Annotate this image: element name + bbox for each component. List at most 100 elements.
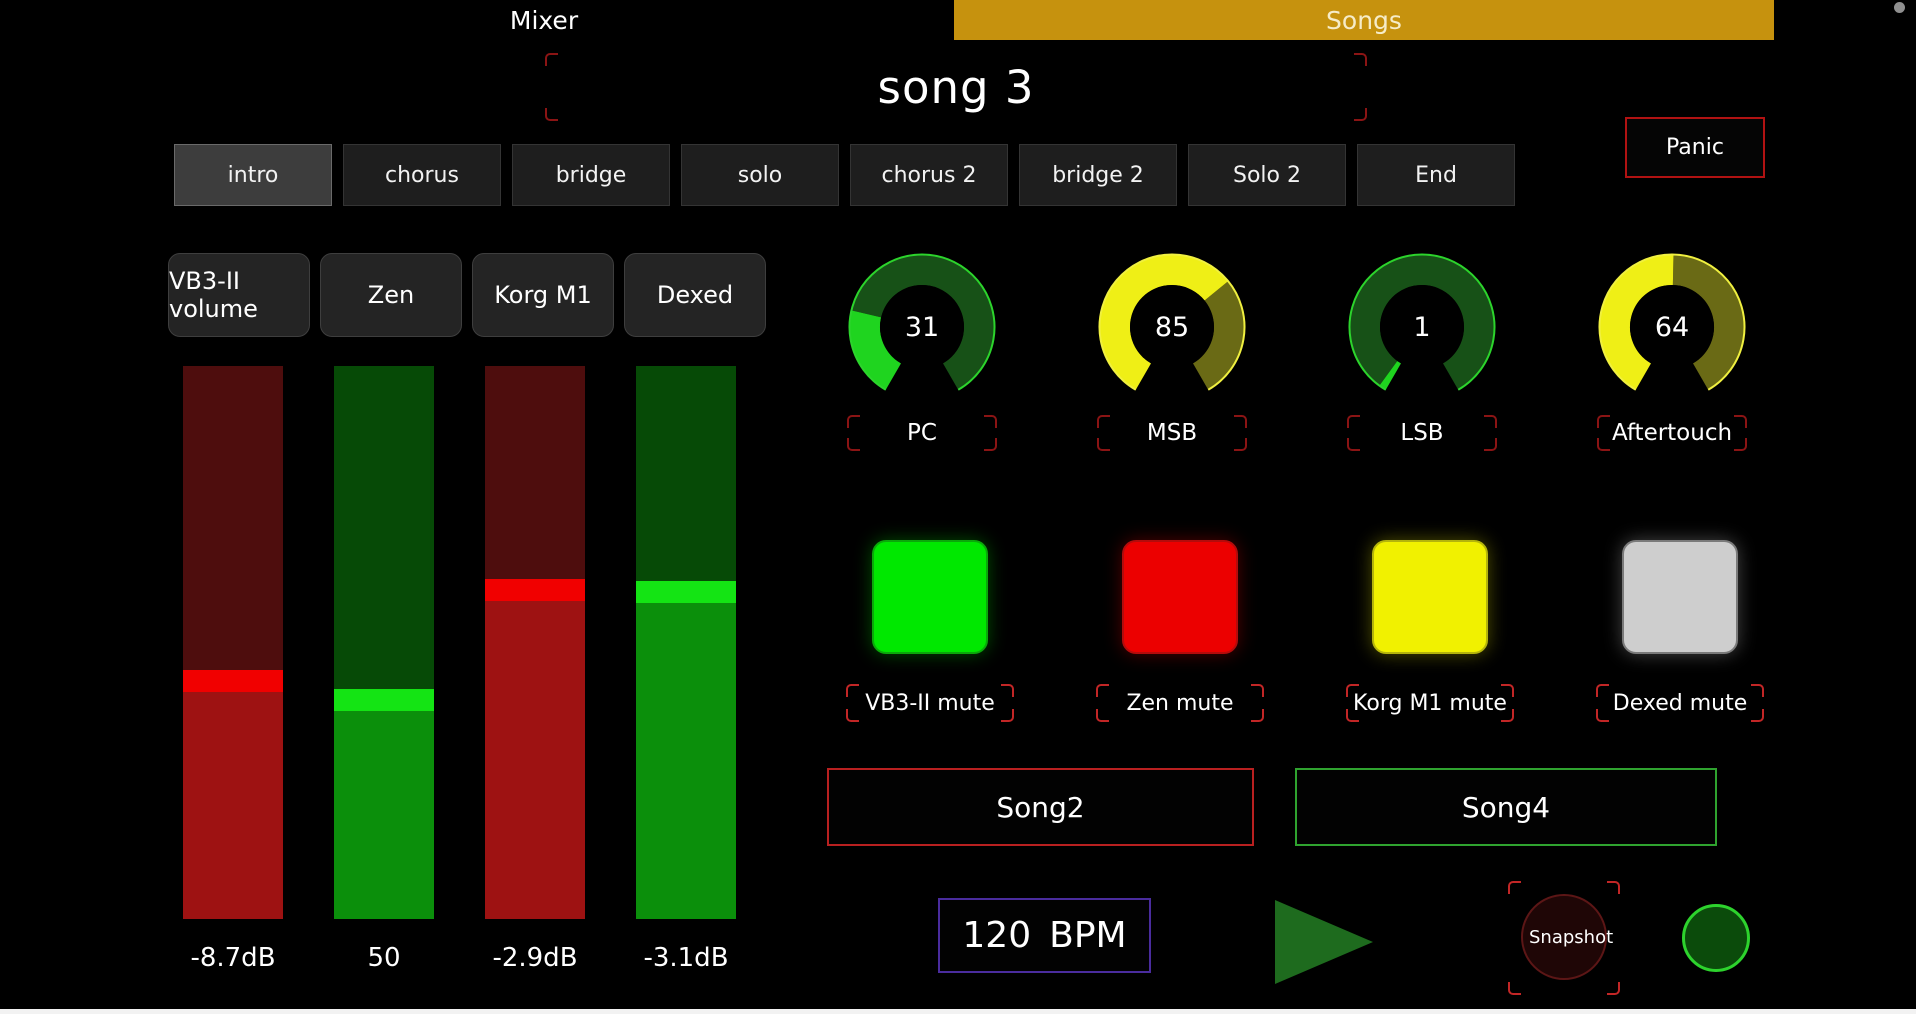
fader-lower-segment [183,692,283,919]
fader-upper-segment [485,366,585,579]
tab-songs[interactable]: Songs [954,0,1774,40]
tr-corner-marker-icon [1751,684,1764,697]
knob-label-pc: PC [847,415,997,451]
panic-button[interactable]: Panic [1625,117,1765,178]
br-corner-marker-icon [1354,108,1367,121]
knob-dial-aftertouch[interactable]: 64 [1597,252,1747,402]
mute-button-dexed-mute[interactable] [1622,540,1738,654]
bpm-value: 120 [962,915,1032,956]
tl-corner-marker-icon [1096,684,1109,697]
bl-corner-marker-icon [1097,438,1110,451]
br-corner-marker-icon [1484,438,1497,451]
section-button-bridge[interactable]: bridge [512,144,670,206]
section-button-chorus-2[interactable]: chorus 2 [850,144,1008,206]
instrument-button-zen[interactable]: Zen [320,253,462,337]
snapshot-container: Snapshot [1508,881,1620,995]
fader-dexed-volume: -3.1dB [636,366,736,973]
instrument-button-vb3-ii-volume[interactable]: VB3-II volume [168,253,310,337]
br-corner-marker-icon [1001,709,1014,722]
knob-label-text: MSB [1146,420,1198,446]
fader-handle[interactable] [183,670,283,693]
song-next-button[interactable]: Song4 [1295,768,1717,846]
section-button-solo-2[interactable]: Solo 2 [1188,144,1346,206]
song-prev-button[interactable]: Song2 [827,768,1254,846]
section-button-intro[interactable]: intro [174,144,332,206]
fader-lower-segment [334,710,434,919]
bpm-display[interactable]: 120 BPM [938,898,1151,973]
knob-dial-msb[interactable]: 85 [1097,252,1247,402]
mute-vb3-ii-mute: VB3-II mute [846,540,1014,722]
fader-vb3-ii-volume: -8.7dB [183,366,283,973]
fader-upper-segment [636,366,736,582]
green-circle-button[interactable] [1682,904,1750,972]
bpm-unit: BPM [1049,915,1127,956]
bl-corner-marker-icon [1597,438,1610,451]
fader-lower-segment [636,603,736,919]
song-section-row: intro chorus bridge solo chorus 2 bridge 2 Sol… [174,144,1515,206]
play-button[interactable] [1275,900,1373,984]
tr-corner-marker-icon [1251,684,1264,697]
song-title-container: song 3 [545,53,1367,121]
tr-corner-marker-icon [1234,415,1247,428]
knob-label-lsb: LSB [1347,415,1497,451]
knob-dial-lsb[interactable]: 1 [1347,252,1497,402]
tl-corner-marker-icon [846,684,859,697]
tr-corner-marker-icon [1734,415,1747,428]
br-corner-marker-icon [984,438,997,451]
bl-corner-marker-icon [846,709,859,722]
mute-dexed-mute: Dexed mute [1596,540,1764,722]
tr-corner-marker-icon [1607,881,1620,894]
fader-track-dexed-volume[interactable] [636,366,736,919]
fader-handle[interactable] [334,688,434,711]
mute-button-zen-mute[interactable] [1122,540,1238,654]
section-button-bridge-2[interactable]: bridge 2 [1019,144,1177,206]
mute-button-vb3-ii-mute[interactable] [872,540,988,654]
fader-lower-segment [485,600,585,919]
br-corner-marker-icon [1751,709,1764,722]
tl-corner-marker-icon [847,415,860,428]
instrument-button-dexed[interactable]: Dexed [624,253,766,337]
br-corner-marker-icon [1234,438,1247,451]
knob-label-msb: MSB [1097,415,1247,451]
bottom-strip [0,1009,1916,1014]
mute-label-text: VB3-II mute [865,690,995,716]
tab-mixer[interactable]: Mixer [509,5,579,35]
br-corner-marker-icon [1607,982,1620,995]
mute-button-korg-m1-mute[interactable] [1372,540,1488,654]
tl-corner-marker-icon [1596,684,1609,697]
knob-label-text: LSB [1400,420,1444,446]
song-title: song 3 [877,60,1035,114]
knob-dial-pc[interactable]: 31 [847,252,997,402]
bl-corner-marker-icon [1096,709,1109,722]
fader-track-korg-m1-volume[interactable] [485,366,585,919]
section-button-end[interactable]: End [1357,144,1515,206]
mute-label-zen-mute: Zen mute [1096,684,1264,722]
fader-value-label: -2.9dB [492,943,578,973]
tl-corner-marker-icon [1597,415,1610,428]
knob-msb: 85 MSB [1097,252,1247,451]
fader-zen-volume: 50 [334,366,434,973]
snapshot-button[interactable]: Snapshot [1521,894,1613,980]
fader-korg-m1-volume: -2.9dB [485,366,585,973]
instrument-button-korg-m1[interactable]: Korg M1 [472,253,614,337]
mute-zen-mute: Zen mute [1096,540,1264,722]
tl-corner-marker-icon [1097,415,1110,428]
fader-track-vb3-ii-volume[interactable] [183,366,283,919]
tr-corner-marker-icon [1001,684,1014,697]
play-icon [1275,900,1373,984]
fader-handle[interactable] [636,581,736,604]
mute-korg-m1-mute: Korg M1 mute [1346,540,1514,722]
section-button-solo[interactable]: solo [681,144,839,206]
fader-value-label: -3.1dB [643,943,729,973]
fader-upper-segment [183,366,283,671]
section-button-chorus[interactable]: chorus [343,144,501,206]
fader-area: -8.7dB 50 -2.9dB -3.1dB [183,366,736,973]
knob-lsb: 1 LSB [1347,252,1497,451]
tl-corner-marker-icon [1508,881,1521,894]
fader-track-zen-volume[interactable] [334,366,434,919]
knob-pc: 31 PC [847,252,997,451]
knob-label-text: PC [907,420,937,446]
tr-corner-marker-icon [1354,53,1367,66]
fader-handle[interactable] [485,578,585,601]
